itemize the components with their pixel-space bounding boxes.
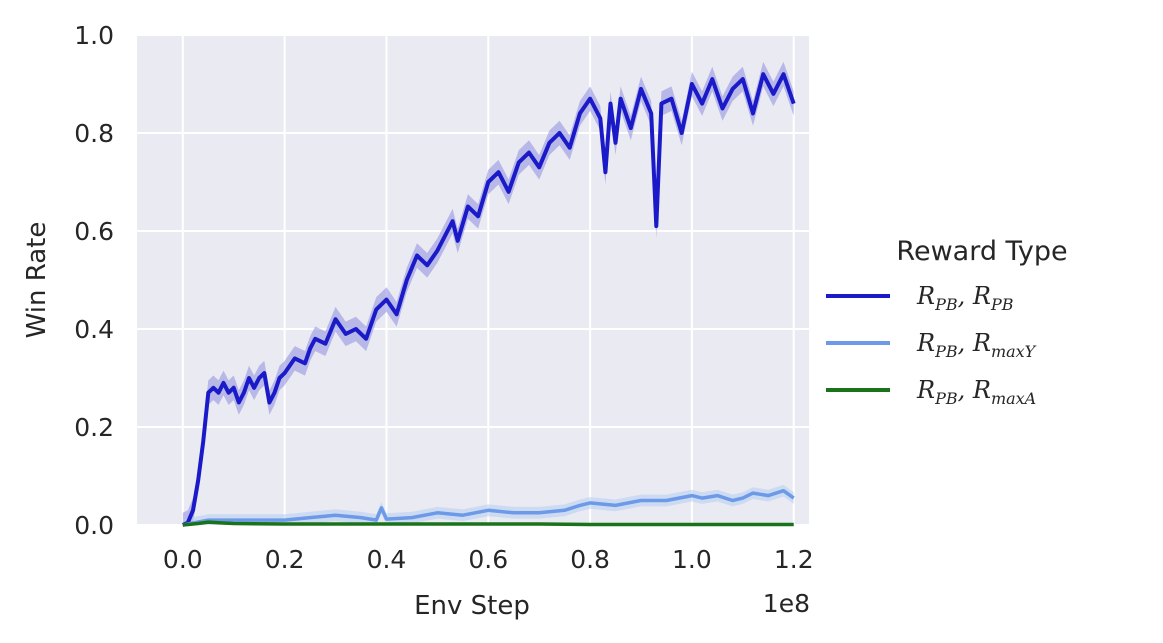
x-tick-label: 1.0 [672, 545, 712, 574]
y-tick-label: 0.2 [74, 413, 114, 442]
y-tick-label: 0.4 [74, 315, 114, 344]
x-tick-label: 0.4 [367, 545, 407, 574]
x-axis-title: Env Step [414, 591, 530, 621]
series-line-r-pb-r-pb [181, 72, 796, 527]
y-tick-label: 0.8 [74, 119, 114, 148]
y-tick-label: 0.0 [74, 511, 114, 540]
y-tick-label: 0.6 [74, 217, 114, 246]
x-tick-label: 0.2 [265, 545, 305, 574]
legend: Reward Type RPB, RPB RPB, RmaxY RPB, RmaxA [826, 236, 1068, 408]
series-line-r-pb-r-maxa [182, 520, 794, 527]
grid [137, 34, 809, 526]
y-tick-labels: 0.0 0.2 0.4 0.6 0.8 1.0 [74, 21, 114, 540]
x-tick-label: 0.0 [163, 545, 203, 574]
plot-area [137, 35, 809, 525]
x-offset-text: 1e8 [763, 589, 810, 618]
legend-title: Reward Type [896, 236, 1067, 267]
series-lines [181, 72, 796, 527]
x-tick-label: 0.6 [468, 545, 508, 574]
x-tick-label: 1.2 [774, 545, 814, 574]
x-tick-label: 0.8 [570, 545, 610, 574]
x-tick-labels: 0.0 0.2 0.4 0.6 0.8 1.0 1.2 [163, 545, 814, 574]
legend-label-r-pb-r-maxy: RPB, RmaxY [916, 329, 1037, 361]
legend-label-r-pb-r-pb: RPB, RPB [916, 282, 1014, 314]
series-line-r-pb-r-maxy [182, 488, 795, 527]
y-axis-title: Win Rate [22, 222, 52, 339]
y-tick-label: 1.0 [74, 21, 114, 50]
legend-label-r-pb-r-maxa: RPB, RmaxA [916, 376, 1036, 408]
